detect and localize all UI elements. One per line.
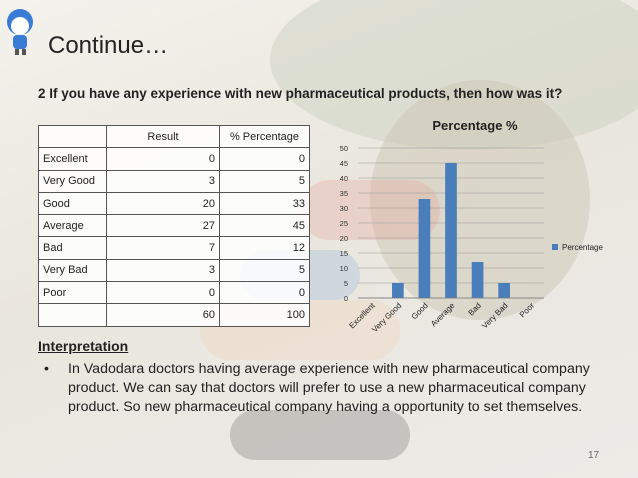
y-tick-label: 10	[340, 264, 348, 273]
bar	[445, 163, 457, 298]
y-tick-label: 50	[340, 144, 348, 153]
table-cell: 100	[219, 303, 310, 327]
question: 2 If you have any experience with new ph…	[38, 86, 563, 101]
results-table: Result% Percentage Excellent 0 0 Very Good 3…	[38, 124, 310, 327]
mascot-icon	[7, 9, 33, 55]
table-cell: Very Bad	[38, 258, 107, 283]
y-tick-label: 25	[340, 219, 348, 228]
bullet-item: • In Vadodara doctors having average expe…	[44, 360, 614, 417]
y-tick-label: 0	[344, 294, 348, 303]
table-cell: 5	[219, 258, 310, 283]
slide-title: Continue…	[48, 32, 169, 59]
legend-swatch	[552, 244, 558, 250]
y-tick-label: 45	[340, 159, 348, 168]
bullet-text: In Vadodara doctors having average exper…	[68, 361, 590, 415]
y-tick-label: 15	[340, 249, 348, 258]
bar	[471, 262, 484, 298]
interpretation-heading: Interpretation	[38, 338, 129, 354]
x-tick-label: Poor	[518, 301, 537, 320]
y-tick-label: 35	[340, 189, 348, 198]
table-cell: 60	[106, 303, 220, 327]
table-cell: Bad	[38, 236, 107, 260]
x-tick-label: Good	[410, 301, 430, 321]
chart-title: Percentage %	[432, 118, 518, 133]
bar	[418, 199, 431, 298]
table-header: % Percentage	[219, 124, 310, 149]
x-tick-label: Average	[429, 301, 457, 329]
bar	[498, 283, 510, 298]
y-tick-label: 40	[340, 174, 348, 183]
page-number: 17	[588, 450, 600, 461]
x-tick-label: Bad	[467, 301, 483, 317]
bar	[392, 283, 404, 298]
legend-label: Percentage	[562, 243, 603, 252]
y-tick-label: 5	[344, 279, 348, 288]
x-tick-label: Very Bad	[480, 301, 509, 330]
y-tick-label: 30	[340, 204, 348, 213]
y-tick-label: 20	[340, 234, 348, 243]
